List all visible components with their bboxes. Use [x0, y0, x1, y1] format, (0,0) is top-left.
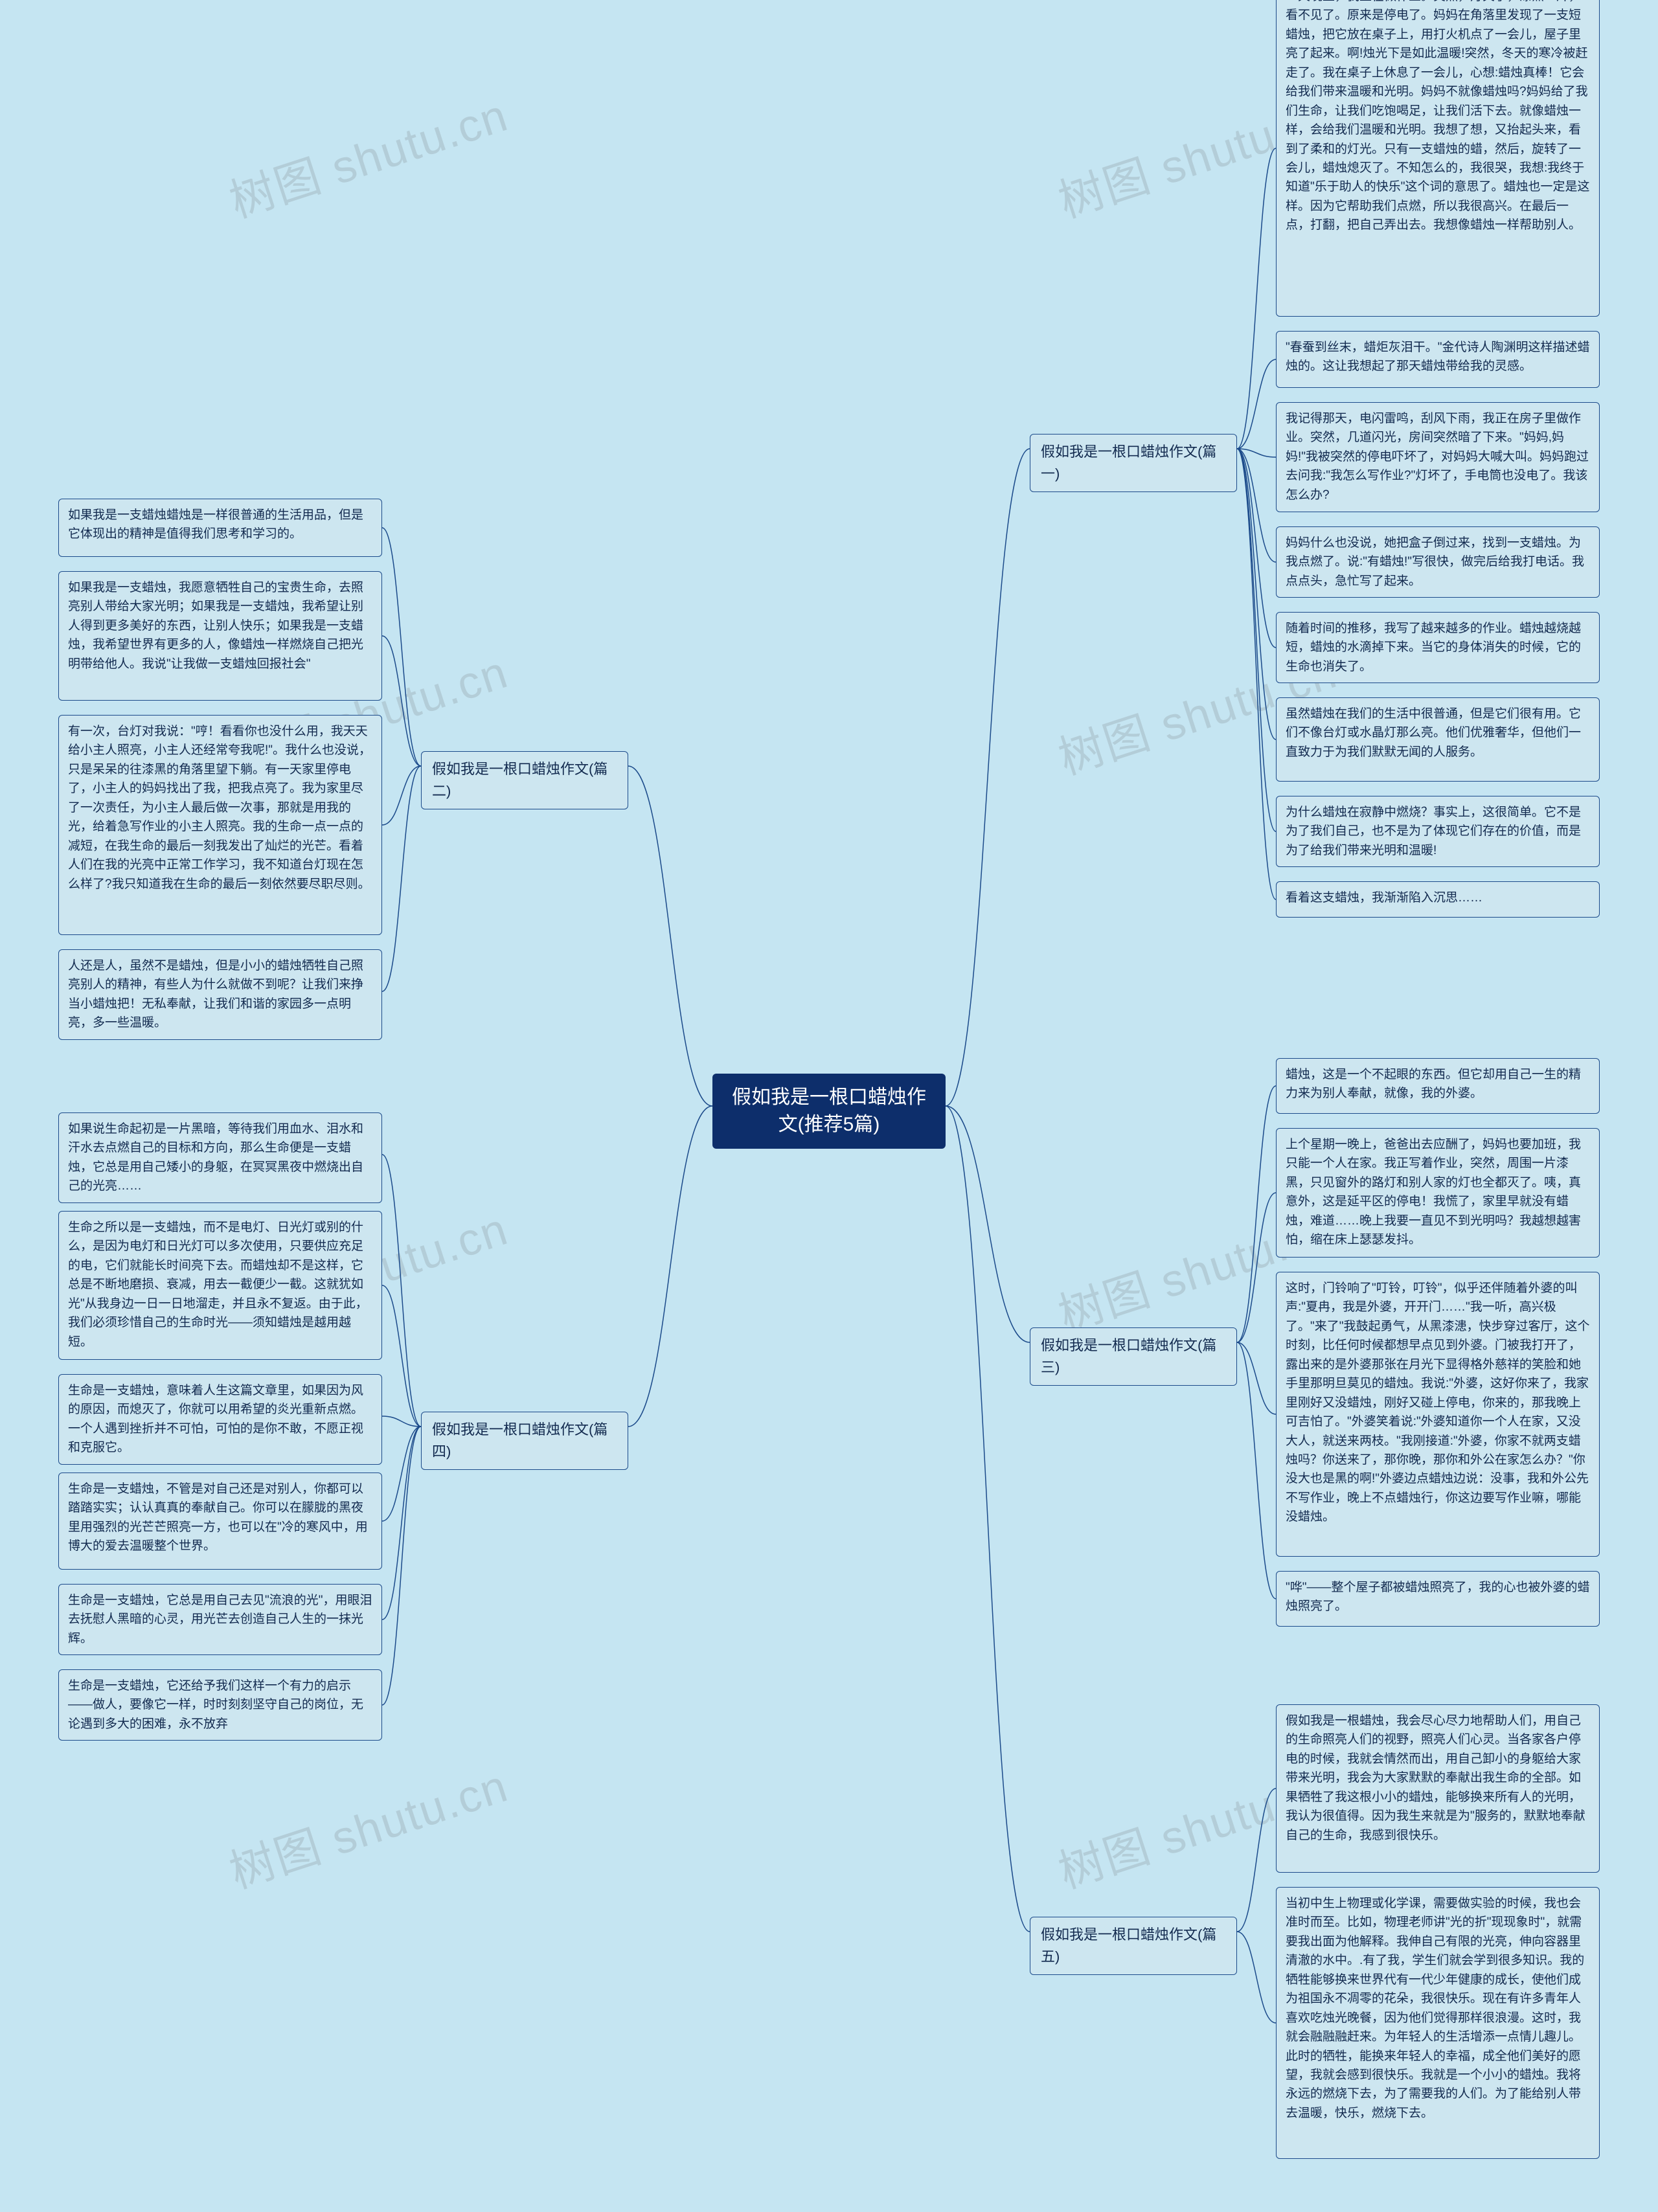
section-l2: 假如我是一根口蜡烛作文(篇二): [421, 751, 628, 809]
leaf-l4-0: 如果说生命起初是一片黑暗，等待我们用血水、泪水和汗水去点燃自己的目标和方向，那么…: [58, 1112, 382, 1203]
leaf-r1-4: 随着时间的推移，我写了越来越多的作业。蜡烛越烧越短，蜡烛的水滴掉下来。当它的身体…: [1276, 612, 1600, 683]
leaf-l4-2: 生命是一支蜡烛，意味着人生这篇文章里，如果因为风的原因，而熄灭了，你就可以用希望…: [58, 1374, 382, 1465]
section-r5: 假如我是一根口蜡烛作文(篇五): [1030, 1917, 1237, 1975]
leaf-r1-5: 虽然蜡烛在我们的生活中很普通，但是它们很有用。它们不像台灯或水晶灯那么亮。他们优…: [1276, 697, 1600, 782]
section-l4: 假如我是一根口蜡烛作文(篇四): [421, 1412, 628, 1470]
leaf-l4-3: 生命是一支蜡烛，不管是对自己还是对别人，你都可以踏踏实实；认认真真的奉献自己。你…: [58, 1473, 382, 1570]
leaf-r1-3: 妈妈什么也没说，她把盒子倒过来，找到一支蜡烛。为我点燃了。说:"有蜡烛!"写很快…: [1276, 526, 1600, 598]
leaf-r1-1: "春蚕到丝末，蜡炬灰泪干。"金代诗人陶渊明这样描述蜡烛的。这让我想起了那天蜡烛带…: [1276, 331, 1600, 388]
section-r1: 假如我是一根口蜡烛作文(篇一): [1030, 434, 1237, 492]
leaf-r3-3: "哗"——整个屋子都被蜡烛照亮了，我的心也被外婆的蜡烛照亮了。: [1276, 1571, 1600, 1627]
leaf-l4-1: 生命之所以是一支蜡烛，而不是电灯、日光灯或别的什么，是因为电灯和日光灯可以多次使…: [58, 1211, 382, 1360]
mindmap-canvas: 树图 shutu.cn树图 shutu.cn树图 shutu.cn树图 shut…: [0, 0, 1658, 2212]
leaf-r1-0: 一天晚上，我正在做作业。突然，灯关了，漆黑一片，看不见了。原来是停电了。妈妈在角…: [1276, 0, 1600, 317]
leaf-r3-0: 蜡烛，这是一个不起眼的东西。但它却用自己一生的精力来为别人奉献，就像，我的外婆。: [1276, 1058, 1600, 1114]
leaf-l2-2: 有一次，台灯对我说："哼！看看你也没什么用，我天天给小主人照亮，小主人还经常夸我…: [58, 715, 382, 935]
leaf-r3-1: 上个星期一晚上，爸爸出去应酬了，妈妈也要加班，我只能一个人在家。我正写着作业，突…: [1276, 1128, 1600, 1258]
watermark: 树图 shutu.cn: [220, 1750, 515, 1901]
watermark: 树图 shutu.cn: [220, 79, 515, 231]
leaf-r1-6: 为什么蜡烛在寂静中燃烧？事实上，这很简单。它不是为了我们自己，也不是为了体现它们…: [1276, 796, 1600, 867]
leaf-l2-3: 人还是人，虽然不是蜡烛，但是小小的蜡烛牺牲自己照亮别人的精神，有些人为什么就做不…: [58, 949, 382, 1040]
leaf-l2-0: 如果我是一支蜡烛蜡烛是一样很普通的生活用品，但是它体现出的精神是值得我们思考和学…: [58, 499, 382, 557]
leaf-l2-1: 如果我是一支蜡烛，我愿意牺牲自己的宝贵生命，去照亮别人带给大家光明；如果我是一支…: [58, 571, 382, 701]
leaf-r3-2: 这时，门铃响了"叮铃，叮铃"，似乎还伴随着外婆的叫声:"夏冉，我是外婆，开开门……: [1276, 1272, 1600, 1557]
root-node: 假如我是一根口蜡烛作文(推荐5篇): [712, 1074, 946, 1149]
leaf-r5-1: 当初中生上物理或化学课，需要做实验的时候，我也会准时而至。比如，物理老师讲"光的…: [1276, 1887, 1600, 2159]
leaf-l4-5: 生命是一支蜡烛，它还给予我们这样一个有力的启示——做人，要像它一样，时时刻刻坚守…: [58, 1669, 382, 1741]
leaf-l4-4: 生命是一支蜡烛，它总是用自己去见"流浪的光"，用眼泪去抚慰人黑暗的心灵，用光芒去…: [58, 1584, 382, 1655]
section-r3: 假如我是一根口蜡烛作文(篇三): [1030, 1327, 1237, 1386]
leaf-r1-7: 看着这支蜡烛，我渐渐陷入沉思……: [1276, 881, 1600, 918]
leaf-r5-0: 假如我是一根蜡烛，我会尽心尽力地帮助人们，用自己的生命照亮人们的视野，照亮人们心…: [1276, 1704, 1600, 1873]
leaf-r1-2: 我记得那天，电闪雷鸣，刮风下雨，我正在房子里做作业。突然，几道闪光，房间突然暗了…: [1276, 402, 1600, 512]
